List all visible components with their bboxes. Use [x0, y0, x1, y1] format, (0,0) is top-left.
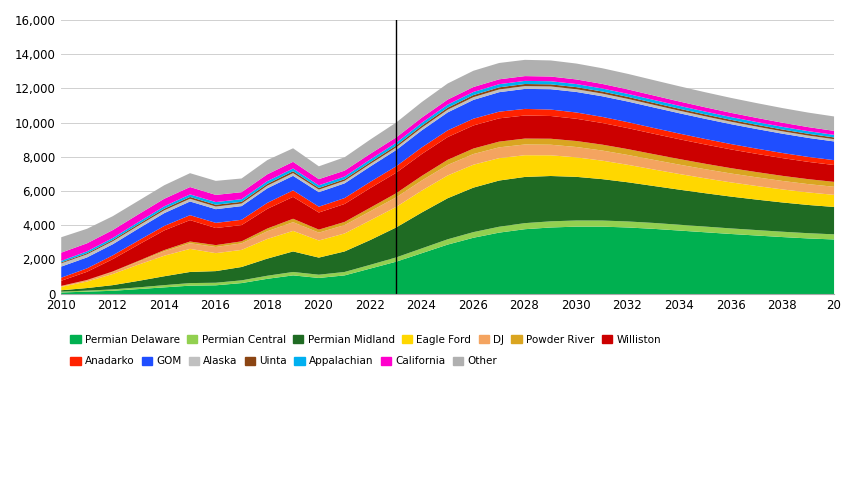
Legend: Anadarko, GOM, Alaska, Uinta, Appalachian, California, Other: Anadarko, GOM, Alaska, Uinta, Appalachia… [66, 352, 502, 371]
